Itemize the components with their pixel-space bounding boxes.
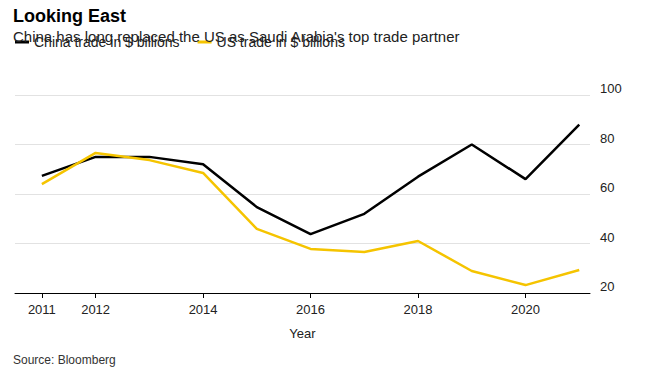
svg-text:Source: Bloomberg: Source: Bloomberg — [13, 353, 116, 367]
svg-text:40: 40 — [600, 230, 614, 245]
svg-text:100: 100 — [600, 81, 622, 96]
svg-text:2014: 2014 — [189, 302, 218, 317]
svg-text:2018: 2018 — [404, 302, 433, 317]
svg-text:20: 20 — [600, 279, 614, 294]
svg-text:2012: 2012 — [81, 302, 110, 317]
svg-text:Year: Year — [289, 326, 316, 341]
svg-text:2016: 2016 — [296, 302, 325, 317]
svg-text:Looking East: Looking East — [13, 6, 126, 26]
svg-text:60: 60 — [600, 180, 614, 195]
svg-text:2011: 2011 — [28, 302, 56, 317]
svg-text:China has long replaced the US: China has long replaced the US as Saudi … — [13, 28, 459, 45]
svg-text:80: 80 — [600, 131, 614, 146]
svg-text:2020: 2020 — [511, 302, 540, 317]
